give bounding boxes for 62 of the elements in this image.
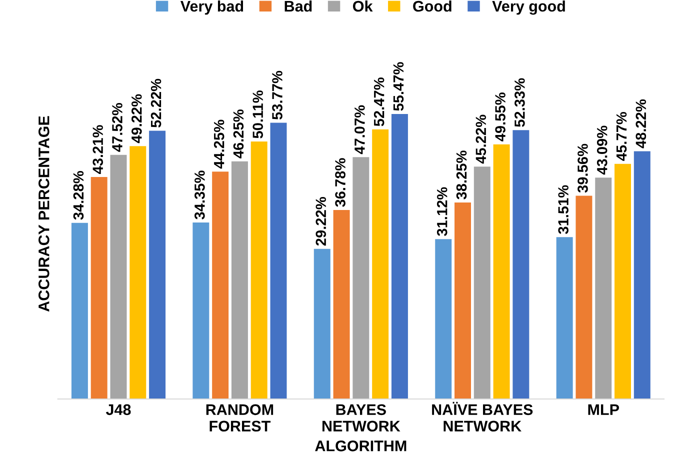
legend-label: Bad (284, 0, 312, 12)
x-tick-label: NAÏVE BAYES NETWORK (432, 402, 533, 432)
bar (231, 161, 248, 399)
bar (212, 172, 229, 399)
data-label: 52.47% (374, 78, 384, 126)
data-label: 34.28% (73, 171, 84, 220)
bar (333, 210, 350, 399)
bar (512, 130, 530, 399)
bar (192, 222, 210, 399)
bar (493, 144, 510, 399)
x-tick-label: J48 (106, 404, 131, 416)
bar (372, 129, 389, 399)
bar (634, 151, 650, 399)
data-label: 50.11% (252, 90, 264, 138)
bar (270, 122, 287, 399)
data-label: 52.22% (150, 78, 162, 128)
data-label: 36.78% (335, 158, 346, 207)
bar (391, 114, 408, 399)
data-label: 48.22% (636, 99, 646, 148)
data-label: 43.09% (596, 126, 608, 175)
bar (576, 196, 592, 399)
bar (435, 239, 452, 399)
data-label: 55.47% (393, 62, 404, 111)
data-label: 49.55% (495, 92, 506, 142)
data-label: 45.77% (616, 112, 627, 161)
data-label: 44.25% (214, 120, 224, 169)
bar (149, 130, 166, 399)
data-label: 47.52% (112, 102, 122, 152)
bar (614, 164, 632, 399)
data-label: 52.33% (514, 78, 525, 127)
bar (454, 202, 471, 399)
legend-label: Ok (353, 0, 373, 12)
data-label: 29.22% (316, 197, 326, 246)
data-label: 53.77% (272, 70, 282, 120)
bar (130, 146, 146, 399)
bar (71, 222, 88, 399)
legend-label: Very good (492, 0, 565, 15)
bar (352, 157, 370, 399)
legend-label: Good (413, 0, 452, 12)
bar (90, 176, 108, 399)
bar (556, 237, 573, 399)
data-label: 43.21% (92, 125, 104, 174)
x-tick-label: RANDOM FOREST (206, 404, 274, 432)
legend-label: Very bad (180, 0, 244, 15)
data-label: 47.07% (354, 105, 365, 154)
data-label: 46.25% (233, 110, 244, 158)
x-axis-title: ALGORITHM (315, 440, 406, 452)
data-label: 38.25% (456, 150, 467, 200)
bar (314, 248, 330, 399)
bar (250, 142, 268, 399)
data-label: 49.22% (131, 94, 142, 144)
data-label: 31.51% (558, 185, 569, 234)
data-label: 34.35% (194, 170, 205, 220)
data-label: 45.22% (476, 114, 486, 164)
data-label: 39.56% (578, 144, 588, 193)
bar (110, 154, 127, 399)
x-tick-label: BAYES NETWORK (322, 404, 400, 432)
bar (474, 166, 490, 399)
bar (595, 178, 612, 399)
y-axis-title: ACCURACY PERCENTAGE (38, 116, 50, 312)
data-label: 31.12% (436, 187, 448, 236)
x-tick-label: MLP (588, 404, 619, 415)
